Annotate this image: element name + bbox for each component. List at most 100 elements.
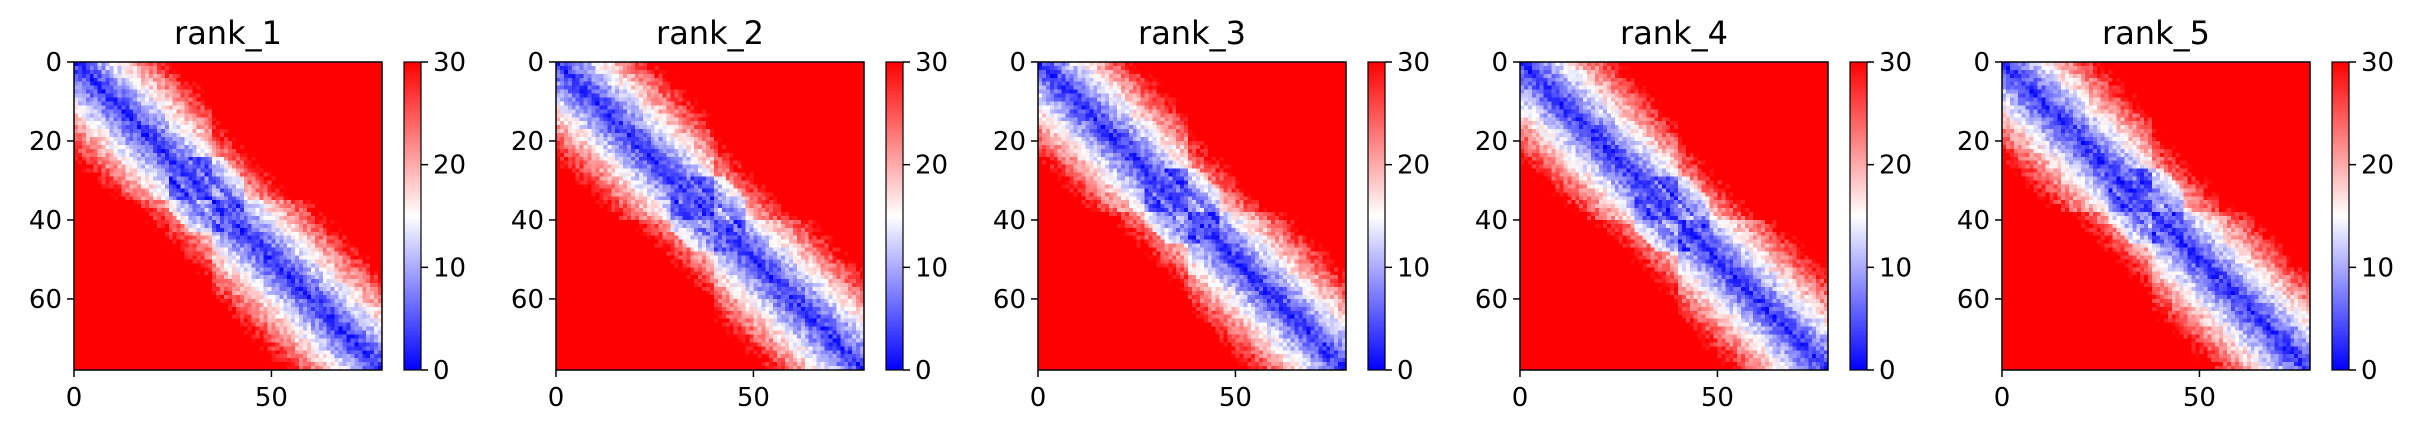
heatmap-cell xyxy=(86,259,91,264)
heatmap-cell xyxy=(196,169,201,174)
heatmap-cell xyxy=(335,82,340,87)
heatmap-cell xyxy=(271,232,276,237)
heatmap-cell xyxy=(331,70,336,75)
heatmap-cell xyxy=(149,90,154,95)
heatmap-cell xyxy=(283,295,288,300)
heatmap-cell xyxy=(236,86,241,91)
heatmap-cell xyxy=(370,101,375,106)
heatmap-cell xyxy=(125,279,130,284)
heatmap-cell xyxy=(350,180,355,185)
heatmap-cell xyxy=(319,196,324,201)
heatmap-cell xyxy=(189,74,194,79)
heatmap-cell xyxy=(149,204,154,209)
heatmap-cell xyxy=(267,275,272,280)
heatmap-cell xyxy=(291,184,296,189)
heatmap-cell xyxy=(113,303,118,308)
heatmap-cell xyxy=(169,70,174,75)
heatmap-cell xyxy=(236,192,241,197)
heatmap-cell xyxy=(303,295,308,300)
heatmap-cell xyxy=(299,224,304,229)
heatmap-cell xyxy=(185,121,190,126)
heatmap-cell xyxy=(252,169,257,174)
heatmap-cell xyxy=(216,196,221,201)
heatmap-cell xyxy=(228,94,233,99)
heatmap-cell xyxy=(335,105,340,110)
heatmap-cell xyxy=(267,141,272,146)
heatmap-cell xyxy=(196,232,201,237)
heatmap-cell xyxy=(78,149,83,154)
heatmap-cell xyxy=(311,137,316,142)
heatmap-cell xyxy=(204,311,209,316)
heatmap-cell xyxy=(153,129,158,134)
heatmap-cell xyxy=(267,248,272,253)
heatmap-cell xyxy=(177,287,182,292)
heatmap-cell xyxy=(252,125,257,130)
heatmap-cell xyxy=(323,117,328,122)
heatmap-cell xyxy=(319,125,324,130)
heatmap-cell xyxy=(204,252,209,257)
heatmap-cell xyxy=(279,188,284,193)
heatmap-cell xyxy=(157,204,162,209)
heatmap-cell xyxy=(350,279,355,284)
heatmap-cell xyxy=(220,259,225,264)
heatmap-cell xyxy=(275,275,280,280)
heatmap-cell xyxy=(366,133,371,138)
heatmap-cell xyxy=(137,271,142,276)
heatmap-cell xyxy=(295,184,300,189)
heatmap-cell xyxy=(299,129,304,134)
heatmap-cell xyxy=(256,153,261,158)
heatmap-cell xyxy=(362,287,367,292)
heatmap-cell xyxy=(117,188,122,193)
heatmap-cell xyxy=(113,283,118,288)
heatmap-cell xyxy=(366,165,371,170)
heatmap-cell xyxy=(260,129,265,134)
heatmap-cell xyxy=(200,98,205,103)
heatmap-cell xyxy=(271,220,276,225)
heatmap-cell xyxy=(110,117,115,122)
heatmap-cell xyxy=(240,117,245,122)
heatmap-cell xyxy=(121,283,126,288)
heatmap-cell xyxy=(366,252,371,257)
heatmap-cell xyxy=(339,153,344,158)
heatmap-cell xyxy=(287,307,292,312)
heatmap-cell xyxy=(216,240,221,245)
heatmap-cell xyxy=(228,137,233,142)
heatmap-cell xyxy=(82,192,87,197)
heatmap-cell xyxy=(220,244,225,249)
heatmap-cell xyxy=(331,74,336,79)
heatmap-cell xyxy=(169,228,174,233)
heatmap-cell xyxy=(220,263,225,268)
heatmap-cell xyxy=(177,121,182,126)
heatmap-cell xyxy=(287,129,292,134)
heatmap-cell xyxy=(374,212,379,217)
heatmap-cell xyxy=(260,70,265,75)
heatmap-cell xyxy=(362,125,367,130)
heatmap-cell xyxy=(196,244,201,249)
heatmap-cell xyxy=(303,252,308,257)
heatmap-cell xyxy=(94,311,99,316)
heatmap-cell xyxy=(224,129,229,134)
heatmap-cell xyxy=(319,153,324,158)
heatmap-cell xyxy=(141,157,146,162)
heatmap-cell xyxy=(271,212,276,217)
heatmap-cell xyxy=(78,263,83,268)
heatmap-cell xyxy=(90,196,95,201)
heatmap-cell xyxy=(149,98,154,103)
heatmap-cell xyxy=(157,121,162,126)
heatmap-cell xyxy=(117,248,122,253)
heatmap-cell xyxy=(275,173,280,178)
heatmap-cell xyxy=(323,299,328,304)
heatmap-cell xyxy=(252,161,257,166)
heatmap-cell xyxy=(271,121,276,126)
heatmap-cell xyxy=(350,86,355,91)
heatmap-cell xyxy=(339,267,344,272)
heatmap-cell xyxy=(244,240,249,245)
heatmap-cell xyxy=(102,192,107,197)
heatmap-cell xyxy=(137,204,142,209)
heatmap-cell xyxy=(346,82,351,87)
heatmap-cell xyxy=(279,78,284,83)
heatmap-cell xyxy=(82,117,87,122)
heatmap-cell xyxy=(362,82,367,87)
heatmap-cell xyxy=(236,173,241,178)
heatmap-cell xyxy=(240,287,245,292)
